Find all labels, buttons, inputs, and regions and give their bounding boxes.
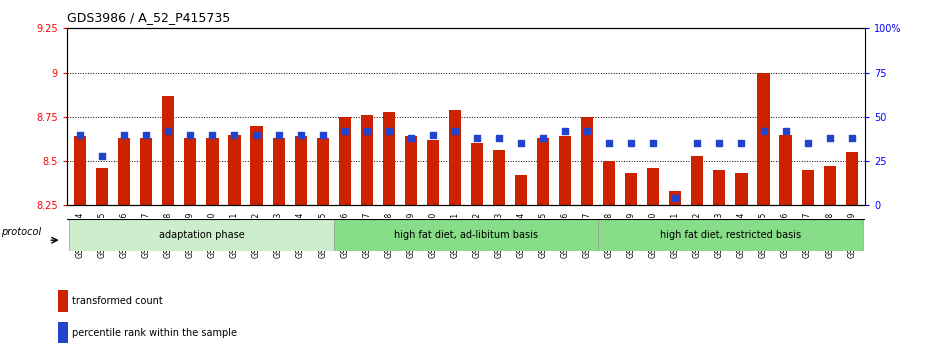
Bar — [140, 138, 153, 205]
Bar — [449, 110, 461, 205]
Point — [492, 135, 507, 141]
Bar — [334, 219, 598, 251]
Bar — [515, 175, 527, 205]
Bar — [405, 136, 417, 205]
Bar — [58, 290, 68, 312]
Bar — [58, 322, 68, 343]
Point — [338, 128, 352, 134]
Bar — [493, 150, 505, 205]
Bar — [272, 138, 285, 205]
Bar — [559, 136, 571, 205]
Bar — [295, 136, 307, 205]
Point — [645, 141, 660, 146]
Point — [778, 128, 793, 134]
Bar — [74, 136, 86, 205]
Bar — [184, 138, 196, 205]
Point — [272, 132, 286, 137]
Point — [822, 135, 837, 141]
Bar — [604, 161, 616, 205]
Bar — [691, 156, 703, 205]
Bar — [598, 219, 863, 251]
Bar — [713, 170, 725, 205]
Point — [95, 153, 110, 159]
Bar — [779, 135, 791, 205]
Point — [513, 141, 528, 146]
Bar — [670, 191, 682, 205]
Bar — [581, 117, 593, 205]
Point — [447, 128, 462, 134]
Point — [73, 132, 87, 137]
Point — [844, 135, 859, 141]
Point — [404, 135, 418, 141]
Text: adaptation phase: adaptation phase — [158, 230, 245, 240]
Point — [381, 128, 396, 134]
Point — [139, 132, 153, 137]
Point — [359, 128, 374, 134]
Bar — [647, 168, 659, 205]
Bar — [96, 168, 108, 205]
Bar — [736, 173, 748, 205]
Point — [117, 132, 132, 137]
Text: transformed count: transformed count — [72, 296, 163, 306]
Point — [668, 195, 683, 201]
Bar — [316, 138, 328, 205]
Bar — [163, 96, 175, 205]
Point — [712, 141, 727, 146]
Bar — [361, 115, 373, 205]
Point — [425, 132, 440, 137]
Bar — [339, 117, 351, 205]
Bar — [802, 170, 814, 205]
Bar — [206, 138, 219, 205]
Bar — [824, 166, 836, 205]
Point — [205, 132, 219, 137]
Point — [800, 141, 815, 146]
Bar — [427, 140, 439, 205]
Bar — [250, 126, 262, 205]
Bar — [471, 143, 483, 205]
Point — [293, 132, 308, 137]
Point — [470, 135, 485, 141]
Bar — [69, 219, 334, 251]
Point — [690, 141, 705, 146]
Bar — [229, 135, 241, 205]
Point — [536, 135, 551, 141]
Point — [624, 141, 639, 146]
Point — [315, 132, 330, 137]
Point — [558, 128, 573, 134]
Text: high fat diet, restricted basis: high fat diet, restricted basis — [660, 230, 801, 240]
Point — [579, 128, 594, 134]
Point — [602, 141, 617, 146]
Point — [756, 128, 771, 134]
Point — [227, 132, 242, 137]
Bar — [383, 112, 395, 205]
Point — [249, 132, 264, 137]
Point — [161, 128, 176, 134]
Bar — [757, 73, 769, 205]
Text: percentile rank within the sample: percentile rank within the sample — [72, 328, 236, 338]
Bar — [845, 152, 857, 205]
Text: protocol: protocol — [1, 227, 42, 236]
Point — [183, 132, 198, 137]
Bar — [537, 138, 549, 205]
Bar — [118, 138, 130, 205]
Bar — [625, 173, 637, 205]
Text: GDS3986 / A_52_P415735: GDS3986 / A_52_P415735 — [67, 11, 231, 24]
Text: high fat diet, ad-libitum basis: high fat diet, ad-libitum basis — [394, 230, 538, 240]
Point — [734, 141, 749, 146]
